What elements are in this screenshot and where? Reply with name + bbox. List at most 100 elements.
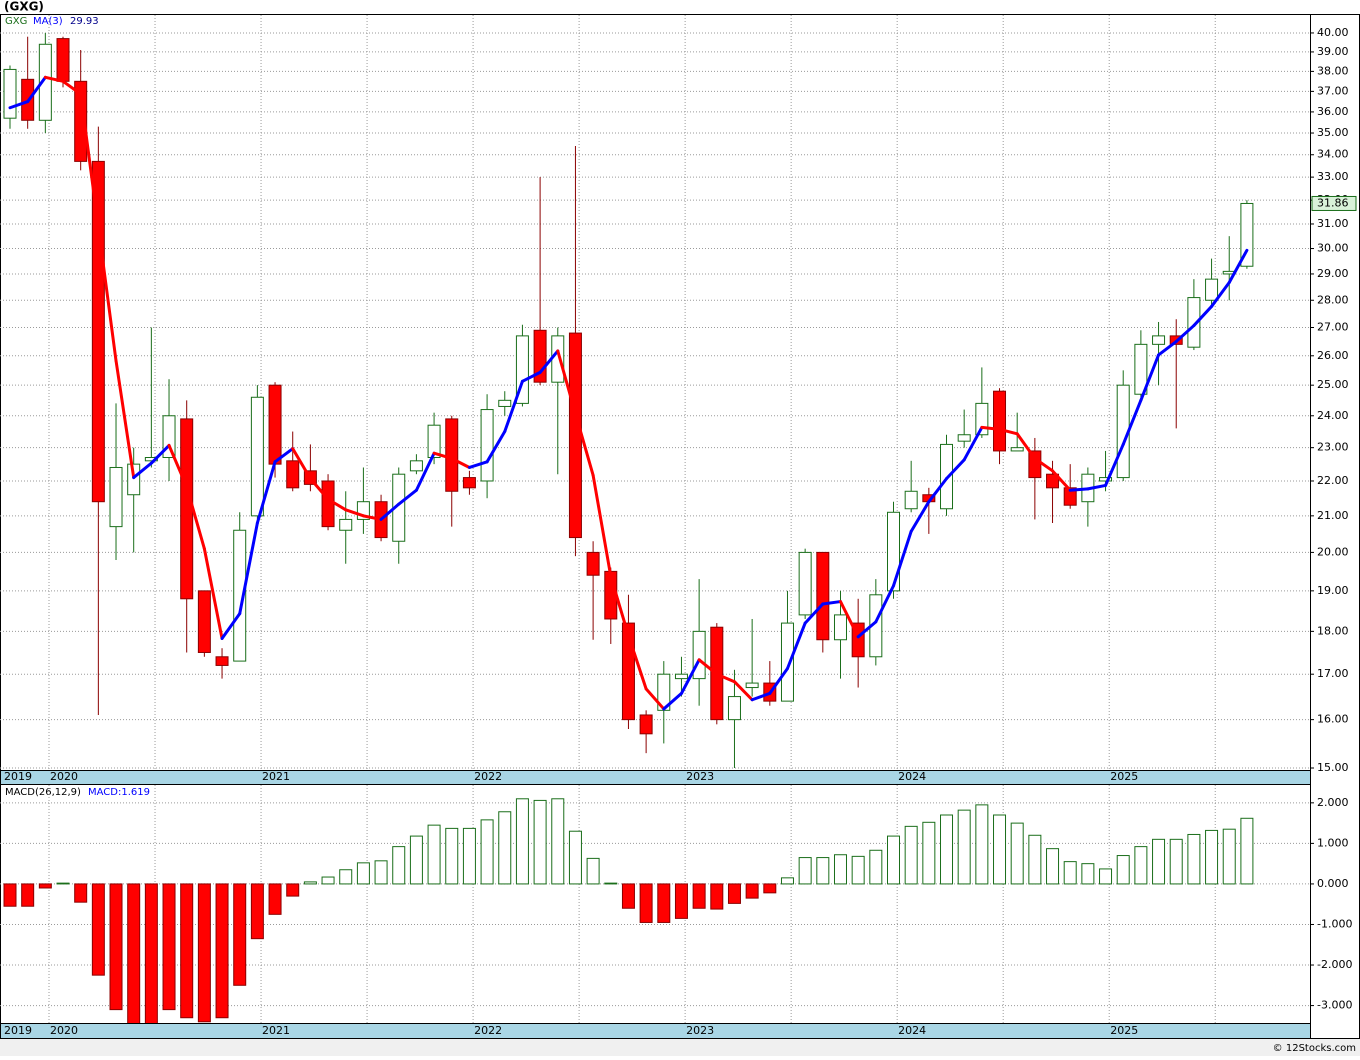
y-tick-label: 35.00 <box>1317 126 1349 139</box>
ma-line-segment <box>1051 469 1072 492</box>
y-tick-label: 15.00 <box>1317 761 1349 774</box>
macd-bar <box>127 883 141 1023</box>
legend-macd-value: MACD:1.619 <box>88 787 150 798</box>
legend-symbol: GXG <box>5 16 27 27</box>
y-tick-label: -3.000 <box>1317 999 1352 1012</box>
ma-line-segment <box>892 529 913 588</box>
macd-bar <box>21 883 35 907</box>
x-tick-label: 2024 <box>898 1024 926 1037</box>
ma-line-segment <box>874 584 895 624</box>
candle-body <box>91 160 105 503</box>
y-tick-label: 26.00 <box>1317 349 1349 362</box>
macd-bar <box>833 854 847 885</box>
ma-line-segment <box>1068 487 1090 492</box>
macd-bar <box>621 883 635 909</box>
macd-bar <box>816 857 830 885</box>
price-panel <box>0 14 1311 771</box>
y-tick-label: -2.000 <box>1317 958 1352 971</box>
ma-line-segment <box>998 427 1019 436</box>
y-tick-label: 34.00 <box>1317 148 1349 161</box>
x-tick-label: 2023 <box>686 770 714 783</box>
macd-bar <box>780 877 794 885</box>
ma-line-segment <box>167 443 189 489</box>
y-tick-label: -1.000 <box>1317 917 1352 930</box>
y-tick-label: 19.00 <box>1317 584 1349 597</box>
macd-bar <box>1010 822 1024 885</box>
candle-body <box>409 460 423 472</box>
macd-bar <box>339 869 353 885</box>
candle-body <box>1205 278 1219 301</box>
macd-bar <box>727 883 741 904</box>
y-tick-label: 28.00 <box>1317 293 1349 306</box>
macd-bar <box>940 814 954 885</box>
macd-bar <box>710 883 724 910</box>
macd-bar <box>604 882 618 885</box>
candle-body <box>1099 477 1113 482</box>
macd-bar <box>215 883 229 1019</box>
macd-bar <box>374 860 388 885</box>
ma-line-segment <box>1227 248 1249 285</box>
candle-body <box>215 656 229 666</box>
candle-body <box>586 551 600 576</box>
footer-band <box>0 1039 1360 1056</box>
ma-line-segment <box>927 477 949 504</box>
macd-bar <box>1222 828 1236 885</box>
x-tick-label: 2023 <box>686 1024 714 1037</box>
macd-bar <box>38 883 52 889</box>
candle-body <box>480 409 494 482</box>
y-tick-label: 37.00 <box>1317 84 1349 97</box>
macd-bar <box>922 821 936 885</box>
macd-bar <box>91 883 105 976</box>
ma-line-segment <box>821 600 842 606</box>
x-tick-label: 2020 <box>50 770 78 783</box>
macd-bar <box>1099 868 1113 885</box>
ma-line-segment <box>149 443 171 465</box>
ma-line-segment <box>750 691 772 702</box>
candle-body <box>816 551 830 641</box>
legend-ma: MA(3) <box>33 16 63 27</box>
ma-line-segment <box>644 687 666 711</box>
candle-body <box>551 335 565 383</box>
y-tick-label: 20.00 <box>1317 545 1349 558</box>
ma-line-segment <box>185 485 206 551</box>
candle-body <box>957 434 971 442</box>
candle-body <box>798 551 812 616</box>
x-tick-label: 2022 <box>474 1024 502 1037</box>
last-price-box <box>1311 195 1357 211</box>
ma-line-segment <box>1033 456 1055 473</box>
candle-body <box>339 518 353 531</box>
candle-body <box>745 682 759 689</box>
ma-line-segment <box>715 672 736 684</box>
macd-bar <box>551 798 565 885</box>
macd-bar <box>745 883 759 899</box>
macd-bar <box>1205 829 1219 885</box>
macd-bar <box>1063 861 1077 885</box>
macd-bar <box>74 883 88 903</box>
x-tick-label: 2024 <box>898 770 926 783</box>
y-tick-label: 40.00 <box>1317 26 1349 39</box>
chart-title: (GXG) <box>4 0 44 14</box>
candle-body <box>56 38 70 82</box>
macd-bar <box>1046 848 1060 885</box>
y-tick-label: 38.00 <box>1317 64 1349 77</box>
candle-body <box>250 396 264 517</box>
x-tick-label: 2019 <box>4 1024 32 1037</box>
candle-body <box>727 696 741 721</box>
ma-line-segment <box>1121 398 1143 446</box>
y-tick-label: 39.00 <box>1317 45 1349 58</box>
y-tick-label: 1.000 <box>1317 836 1349 849</box>
candle-body <box>639 714 653 735</box>
ma-line-segment <box>96 225 118 363</box>
candle-body <box>498 399 512 407</box>
ma-line-segment <box>8 100 30 110</box>
macd-bar <box>303 881 317 885</box>
candle-body <box>109 466 123 528</box>
ma-line-segment <box>697 658 719 676</box>
ma-line-segment <box>573 412 595 477</box>
macd-bar <box>233 883 247 986</box>
macd-bar <box>286 883 300 897</box>
ma-line-segment <box>61 79 83 96</box>
y-tick-label: 21.00 <box>1317 509 1349 522</box>
candle-body <box>833 614 847 641</box>
